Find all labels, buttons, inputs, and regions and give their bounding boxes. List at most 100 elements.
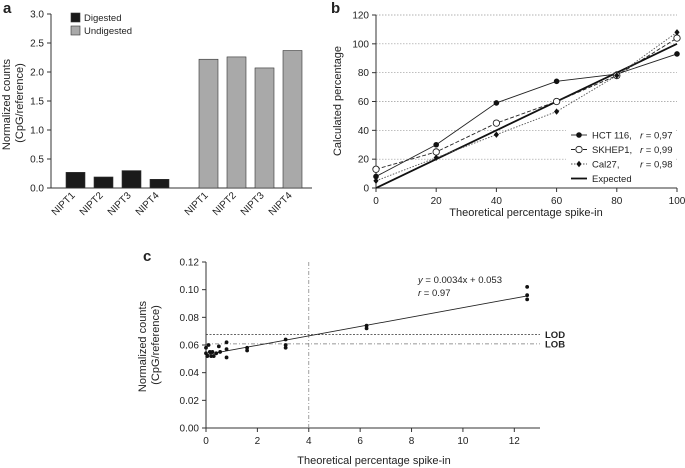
scatter-point (283, 343, 288, 347)
panel-b-letter: b (331, 0, 340, 17)
panel-a-xtick-label: NIPT2 (78, 190, 106, 218)
panel-a-ytick-label: 3.0 (30, 10, 44, 21)
panel-c-xlabel: Theoretical percentage spike-in (297, 455, 450, 467)
scatter-point (204, 345, 208, 350)
bar-digested-nipt3 (121, 170, 142, 189)
point-skhep1 (492, 119, 501, 127)
panel-c-xtick-label: 8 (409, 436, 415, 447)
fit-r-value: r = 0.97 (418, 288, 451, 299)
scatter-point (525, 285, 530, 289)
legend-marker (576, 160, 582, 168)
point-hct116 (373, 173, 379, 180)
panel-b-xtick-label: 20 (431, 196, 443, 207)
scatter-point (211, 354, 216, 358)
bar-digested-nipt1 (65, 172, 86, 189)
scatter-point (214, 351, 219, 356)
panel-a-xtick-label: NIPT2 (211, 190, 239, 218)
panel-c-xtick-label: 2 (255, 436, 261, 447)
scatter-point (206, 343, 211, 347)
panel-a-ylabel: Normalized counts (CpG/reference) (1, 56, 26, 150)
point-cal27 (674, 29, 680, 36)
scatter-point (283, 345, 288, 350)
legend-digested-label: Digested (84, 13, 122, 24)
series-line-skhep1 (375, 37, 678, 170)
point-cal27 (614, 72, 620, 79)
panel-c-xtick-label: 12 (509, 436, 521, 447)
panel-a-ytick-label: 2.5 (30, 39, 44, 50)
point-skhep1 (673, 34, 681, 42)
legend-series-label: Cal27, (592, 160, 619, 171)
point-hct116 (553, 78, 560, 85)
panel-c-letter: c (143, 248, 151, 265)
legend-undigested-swatch (70, 25, 81, 36)
panel-c-ytick-label: 0.02 (180, 396, 200, 407)
panel-a-ytick-label: 0.0 (30, 184, 44, 195)
legend-series-label: HCT 116, (592, 131, 632, 142)
panel-b-legend-bg (566, 126, 676, 186)
scatter-point (525, 297, 530, 302)
point-hct116 (674, 51, 680, 57)
point-skhep1 (552, 97, 561, 106)
panel-a-ytick-label: 2.0 (30, 68, 44, 79)
legend-series-label: Expected (592, 174, 632, 185)
panel-a-letter: a (3, 0, 12, 17)
panel-a-xtick-label: NIPT3 (106, 190, 134, 218)
scatter-point (205, 354, 210, 358)
point-skhep1 (432, 148, 440, 156)
panel-b-xtick-label: 60 (551, 196, 563, 207)
panel-c-ytick-label: 0.06 (180, 341, 200, 352)
bar-digested-nipt4 (149, 179, 170, 189)
panel-b-chart: 0 20 40 60 80 100 120 0 20 40 60 80 100 Theoretical … (332, 11, 685, 220)
panel-b-ytick-label: 40 (358, 126, 370, 137)
scatter-point (525, 293, 530, 298)
scatter-point (218, 350, 223, 354)
legend-r-value: r = 0,98 (640, 160, 673, 171)
panel-b-xtick-label: 40 (491, 196, 503, 207)
scatter-point (224, 340, 229, 345)
series-line-hct116 (375, 53, 678, 177)
panel-c-xtick-label: 4 (306, 436, 312, 447)
bar-digested-nipt2 (93, 176, 114, 189)
bar-undigested-nipt3 (254, 67, 275, 189)
scatter-point (364, 323, 369, 328)
bar-undigested-nipt1 (198, 58, 219, 189)
panel-c-xtick-label: 6 (357, 436, 363, 447)
panel-b-ytick-label: 120 (352, 11, 369, 22)
legend-series-label: SKHEP1, (592, 145, 632, 156)
panel-a-ytick-label: 1.0 (30, 126, 44, 137)
panel-b-xlabel: Theoretical percentage spike-in (449, 207, 602, 219)
lod-label: LOD (545, 330, 565, 341)
bar-undigested-nipt2 (226, 56, 247, 189)
point-hct116 (433, 141, 440, 148)
point-skhep1 (372, 165, 380, 173)
panel-b-ytick-label: 20 (358, 155, 370, 166)
panel-c-ylabel: Normalized counts (CpG/reference) (137, 298, 162, 392)
legend-marker (575, 145, 583, 154)
scatter-point (364, 326, 369, 331)
panel-b-ytick-label: 60 (358, 97, 370, 108)
panel-a-ytick-label: 0.5 (30, 155, 44, 166)
scatter-point (210, 350, 215, 354)
panel-b-ytick-label: 0 (363, 184, 369, 195)
panel-b-xtick-label: 0 (373, 196, 379, 207)
scatter-point (216, 344, 221, 349)
panel-c-ytick-label: 0.10 (180, 285, 200, 296)
panel-c-xtick-label: 0 (203, 436, 209, 447)
scatter-point (224, 347, 229, 352)
lob-label: LOB (545, 339, 565, 350)
point-cal27 (433, 154, 439, 161)
scatter-point (245, 348, 250, 353)
panel-a-xtick-label: NIPT3 (239, 190, 267, 218)
panel-a-xtick-label: NIPT4 (267, 190, 295, 218)
panel-b-ytick-label: 80 (358, 68, 370, 79)
panel-a-chart: 0.00.51.01.52.02.53.0 NIPT1 NIPT2 NIPT3 NIP… (1, 10, 312, 218)
panel-c-ytick-label: 0.08 (180, 313, 200, 324)
scatter-point (283, 337, 288, 342)
point-cal27 (493, 131, 499, 138)
bar-undigested-nipt4 (282, 50, 303, 189)
point-cal27 (373, 177, 379, 184)
panel-b-ytick-label: 100 (352, 39, 369, 50)
panel-a-ytick-label: 1.5 (30, 97, 44, 108)
